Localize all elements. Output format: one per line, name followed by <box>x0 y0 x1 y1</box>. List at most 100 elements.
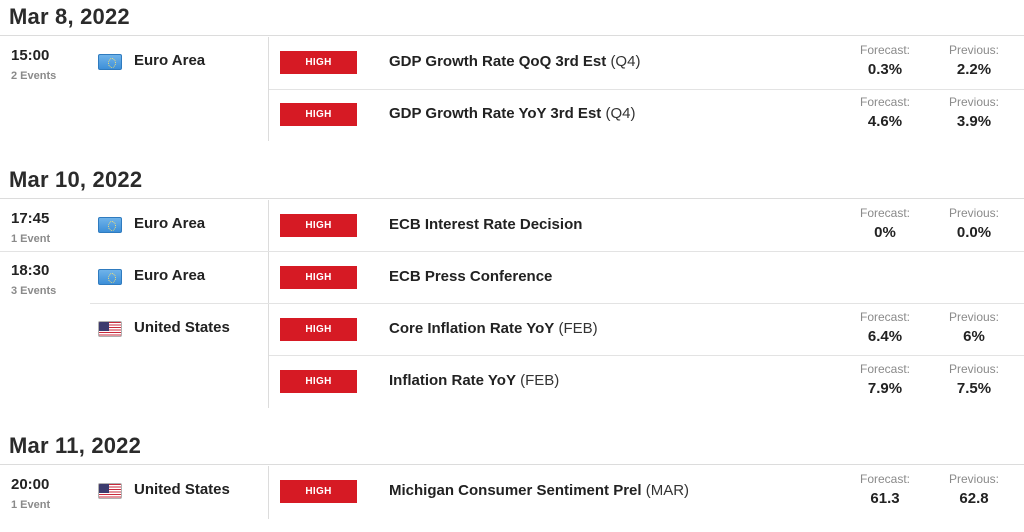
previous: Previous: 0.0% <box>929 206 1019 241</box>
impact-badge: HIGH <box>280 480 357 503</box>
event-title: ECB Press Conference <box>389 268 553 285</box>
forecast: Forecast: 0.3% <box>840 43 930 78</box>
divider <box>0 251 1024 252</box>
day-date: Mar 8, 2022 <box>9 4 130 29</box>
divider <box>0 35 1024 36</box>
forecast-value: 6.4% <box>867 328 903 345</box>
previous: Previous: 2.2% <box>929 43 1019 78</box>
previous: Previous: 62.8 <box>929 472 1019 507</box>
day-date: Mar 10, 2022 <box>9 167 143 192</box>
previous-label: Previous: <box>948 362 1000 376</box>
event-time: 15:00 <box>11 47 50 64</box>
forecast-value: 0.3% <box>867 61 903 78</box>
country-name: Euro Area <box>134 215 206 232</box>
impact-badge: HIGH <box>280 318 357 341</box>
previous-label: Previous: <box>948 310 1000 324</box>
event-name[interactable]: GDP Growth Rate YoY 3rd Est (Q4) <box>389 105 635 122</box>
event-period: (Q4) <box>605 105 636 122</box>
previous-value: 6% <box>963 328 985 345</box>
previous-value: 7.5% <box>956 380 992 397</box>
event-row[interactable]: HIGH Michigan Consumer Sentiment Prel (M… <box>269 466 1024 518</box>
forecast: Forecast: 6.4% <box>840 310 930 345</box>
divider <box>268 200 269 408</box>
event-row[interactable]: HIGH GDP Growth Rate QoQ 3rd Est (Q4) Fo… <box>269 37 1024 89</box>
eu-flag-icon <box>98 217 122 233</box>
previous-value: 0.0% <box>956 224 992 241</box>
divider <box>0 198 1024 199</box>
us-flag-icon <box>98 483 122 499</box>
country-cell: Euro Area <box>90 37 268 89</box>
divider <box>90 303 1024 304</box>
event-count: 2 Events <box>11 70 57 82</box>
country-cell: Euro Area <box>90 252 268 304</box>
event-title: GDP Growth Rate QoQ 3rd Est <box>389 53 607 70</box>
event-name[interactable]: Core Inflation Rate YoY (FEB) <box>389 320 598 337</box>
day-header: Mar 10, 2022 <box>0 163 1024 199</box>
impact-badge: HIGH <box>280 51 357 74</box>
impact-badge: HIGH <box>280 266 357 289</box>
event-row[interactable]: HIGH ECB Interest Rate Decision Forecast… <box>269 200 1024 252</box>
forecast-label: Forecast: <box>859 206 910 220</box>
country-cell: Euro Area <box>90 200 268 252</box>
previous-value: 3.9% <box>956 113 992 130</box>
divider <box>0 464 1024 465</box>
event-name[interactable]: GDP Growth Rate QoQ 3rd Est (Q4) <box>389 53 640 70</box>
impact-badge: HIGH <box>280 370 357 393</box>
forecast-label: Forecast: <box>859 43 910 57</box>
forecast-label: Forecast: <box>859 310 910 324</box>
forecast-label: Forecast: <box>859 362 910 376</box>
previous-value: 62.8 <box>959 490 989 507</box>
forecast-value: 61.3 <box>870 490 900 507</box>
country-name: United States <box>134 481 230 498</box>
day-header: Mar 8, 2022 <box>0 0 1024 36</box>
day-header: Mar 11, 2022 <box>0 429 1024 465</box>
country-name: United States <box>134 319 230 336</box>
event-count: 3 Events <box>11 285 57 297</box>
previous-value: 2.2% <box>956 61 992 78</box>
divider <box>269 89 1024 90</box>
forecast-label: Forecast: <box>859 95 910 109</box>
previous: Previous: 6% <box>929 310 1019 345</box>
impact-badge: HIGH <box>280 214 357 237</box>
event-period: (Q4) <box>610 53 641 70</box>
event-name[interactable]: Inflation Rate YoY (FEB) <box>389 372 559 389</box>
event-name[interactable]: ECB Interest Rate Decision <box>389 216 582 233</box>
forecast-value: 4.6% <box>867 113 903 130</box>
event-count: 1 Event <box>11 233 51 245</box>
event-count: 1 Event <box>11 499 51 511</box>
forecast-label: Forecast: <box>859 472 910 486</box>
event-row[interactable]: HIGH GDP Growth Rate YoY 3rd Est (Q4) Fo… <box>269 89 1024 141</box>
previous-label: Previous: <box>948 206 1000 220</box>
event-period: (MAR) <box>645 482 690 499</box>
event-row[interactable]: HIGH Core Inflation Rate YoY (FEB) Forec… <box>269 304 1024 356</box>
forecast: Forecast: 61.3 <box>840 472 930 507</box>
previous: Previous: 7.5% <box>929 362 1019 397</box>
country-name: Euro Area <box>134 267 206 284</box>
forecast: Forecast: 7.9% <box>840 362 930 397</box>
event-period: (FEB) <box>558 320 598 337</box>
forecast-value: 0% <box>874 224 896 241</box>
previous: Previous: 3.9% <box>929 95 1019 130</box>
eu-flag-icon <box>98 54 122 70</box>
previous-label: Previous: <box>948 43 1000 57</box>
country-cell: United States <box>90 304 268 356</box>
event-title: Inflation Rate YoY <box>389 372 516 389</box>
country-cell: United States <box>90 466 268 518</box>
impact-badge: HIGH <box>280 103 357 126</box>
event-time: 20:00 <box>11 476 50 493</box>
event-name[interactable]: Michigan Consumer Sentiment Prel (MAR) <box>389 482 689 499</box>
forecast: Forecast: 0% <box>840 206 930 241</box>
event-period: (FEB) <box>520 372 560 389</box>
divider <box>268 466 269 519</box>
event-row[interactable]: HIGH Inflation Rate YoY (FEB) Forecast: 7… <box>269 356 1024 408</box>
event-time: 18:30 <box>11 262 50 279</box>
event-name[interactable]: ECB Press Conference <box>389 268 552 285</box>
divider <box>268 37 269 141</box>
event-row[interactable]: HIGH ECB Press Conference <box>269 252 1024 304</box>
forecast-value: 7.9% <box>867 380 903 397</box>
previous-label: Previous: <box>948 95 1000 109</box>
day-date: Mar 11, 2022 <box>9 433 142 458</box>
us-flag-icon <box>98 321 122 337</box>
divider <box>269 355 1024 356</box>
